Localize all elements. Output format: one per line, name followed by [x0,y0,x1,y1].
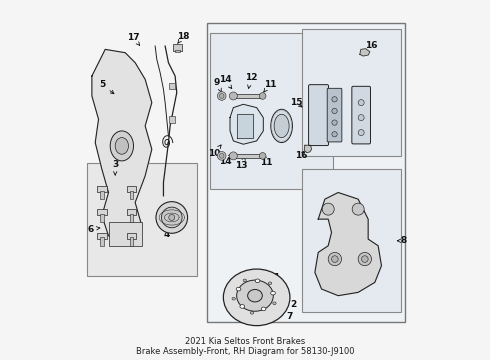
Circle shape [218,92,226,100]
Bar [108,222,142,246]
Polygon shape [237,114,253,138]
Polygon shape [92,49,152,246]
Ellipse shape [270,291,275,295]
Bar [233,154,262,158]
Ellipse shape [247,289,262,302]
Circle shape [328,252,342,266]
Ellipse shape [261,307,266,311]
Circle shape [358,130,364,136]
Bar [210,33,333,189]
Ellipse shape [255,279,260,283]
Text: 14: 14 [219,76,232,89]
Text: 9: 9 [214,78,221,93]
Bar [97,210,106,216]
Text: 14: 14 [219,154,232,166]
Text: 5: 5 [99,80,114,94]
Ellipse shape [237,280,273,311]
Polygon shape [304,145,312,153]
Polygon shape [360,49,370,56]
Text: 18: 18 [177,32,190,44]
Ellipse shape [223,269,290,326]
Circle shape [220,154,224,158]
Circle shape [358,252,371,266]
Bar [301,169,401,312]
Text: 1: 1 [255,273,280,284]
Bar [130,214,133,222]
Bar [169,83,175,89]
Text: 15: 15 [291,98,303,107]
Text: 12: 12 [245,73,257,89]
FancyBboxPatch shape [309,85,328,145]
Circle shape [332,120,337,125]
Text: 7: 7 [287,312,293,321]
Circle shape [220,94,224,98]
Ellipse shape [273,302,276,305]
Text: 17: 17 [127,33,140,45]
Ellipse shape [274,114,289,138]
Bar [175,50,180,52]
FancyBboxPatch shape [327,88,342,142]
Polygon shape [315,193,382,296]
Circle shape [218,152,226,160]
Circle shape [362,256,368,262]
Ellipse shape [250,311,254,314]
Circle shape [332,256,338,262]
Circle shape [259,153,266,159]
FancyBboxPatch shape [352,86,370,144]
Ellipse shape [236,287,241,291]
Circle shape [332,96,337,102]
Ellipse shape [232,297,235,300]
Bar [130,191,133,199]
Circle shape [322,203,334,215]
Bar [207,23,405,322]
Text: 11: 11 [264,80,276,92]
Bar [100,191,103,199]
Ellipse shape [115,138,128,154]
Circle shape [332,108,337,114]
Ellipse shape [243,279,246,282]
Text: 2: 2 [280,300,296,309]
Bar [233,94,262,98]
Bar [97,233,106,239]
Text: 10: 10 [208,145,221,158]
Ellipse shape [169,215,175,220]
Ellipse shape [271,109,293,143]
Text: 16: 16 [294,151,307,160]
Ellipse shape [156,202,188,233]
Bar [100,214,103,222]
Ellipse shape [240,305,245,308]
Bar [169,116,175,123]
Ellipse shape [269,282,271,284]
Text: 11: 11 [260,155,273,167]
Polygon shape [230,104,263,144]
Bar [301,30,401,156]
Bar [127,186,137,192]
Bar [127,233,137,239]
Text: 3: 3 [112,160,118,175]
Ellipse shape [110,131,133,161]
Bar [100,238,103,246]
Text: 6: 6 [87,225,100,234]
Text: 4: 4 [164,221,170,239]
Bar [127,210,137,216]
Bar [97,186,106,192]
Text: 2021 Kia Seltos Front Brakes
Brake Assembly-Front, RH Diagram for 58130-J9100: 2021 Kia Seltos Front Brakes Brake Assem… [136,337,354,356]
Text: 16: 16 [364,41,378,53]
Bar [130,238,133,246]
Circle shape [332,132,337,137]
Circle shape [229,152,237,160]
Circle shape [259,93,266,99]
Bar [87,163,197,276]
Ellipse shape [162,207,182,228]
Circle shape [358,114,364,121]
Bar [173,44,182,51]
Circle shape [352,203,364,215]
Text: 8: 8 [397,236,407,245]
Circle shape [229,92,237,100]
Text: 13: 13 [235,156,248,170]
Circle shape [358,100,364,105]
